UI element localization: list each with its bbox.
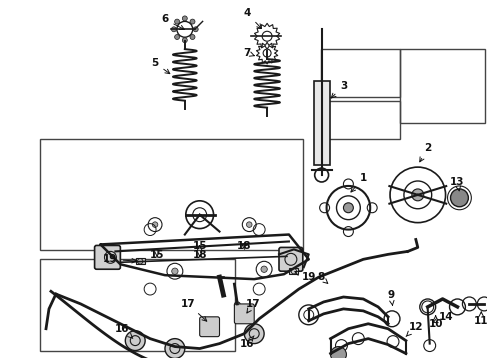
FancyBboxPatch shape [200,317,220,337]
Circle shape [182,38,187,43]
Circle shape [152,222,158,228]
Text: 13: 13 [0,359,1,360]
Circle shape [261,266,268,273]
Circle shape [412,189,424,201]
Text: 19: 19 [103,254,136,264]
Bar [314,81,330,165]
Bar [321,102,400,139]
Text: 6: 6 [161,14,184,30]
Circle shape [245,324,264,343]
Text: 2: 2 [420,143,431,162]
FancyBboxPatch shape [95,246,121,269]
Text: 5: 5 [151,58,170,74]
Circle shape [343,203,353,213]
Text: 18: 18 [193,250,207,260]
Bar [40,139,303,249]
Text: 10: 10 [428,316,443,329]
Bar [40,258,235,351]
Text: 8: 8 [317,272,328,283]
Text: 19: 19 [295,271,316,282]
Text: 13: 13 [450,177,465,191]
Circle shape [190,19,195,24]
Text: 14: 14 [433,312,454,323]
Circle shape [174,19,179,24]
Text: 7: 7 [244,48,254,58]
Circle shape [246,222,252,228]
Circle shape [165,339,185,359]
Text: 17: 17 [246,299,261,313]
Circle shape [450,189,468,207]
Circle shape [125,331,145,351]
FancyBboxPatch shape [234,304,254,324]
Circle shape [182,16,187,21]
Text: 16: 16 [115,324,133,338]
Text: 17: 17 [180,299,207,321]
Text: 3: 3 [331,81,347,98]
Text: 9: 9 [388,290,394,306]
Circle shape [193,27,198,32]
Bar [136,258,145,264]
Circle shape [331,347,346,360]
Circle shape [172,268,178,274]
Text: 15: 15 [193,242,207,251]
Circle shape [172,27,176,32]
Text: 1: 1 [351,173,367,192]
Bar [290,268,298,274]
Text: 12: 12 [406,322,423,337]
Bar [321,49,400,97]
Circle shape [174,35,179,40]
Text: 4: 4 [244,8,262,28]
Bar [400,49,485,123]
Text: 16: 16 [240,336,254,348]
Text: 11: 11 [474,312,489,326]
Circle shape [190,35,195,40]
Text: 18: 18 [237,242,251,251]
FancyBboxPatch shape [279,247,303,271]
Text: 15: 15 [150,250,164,260]
